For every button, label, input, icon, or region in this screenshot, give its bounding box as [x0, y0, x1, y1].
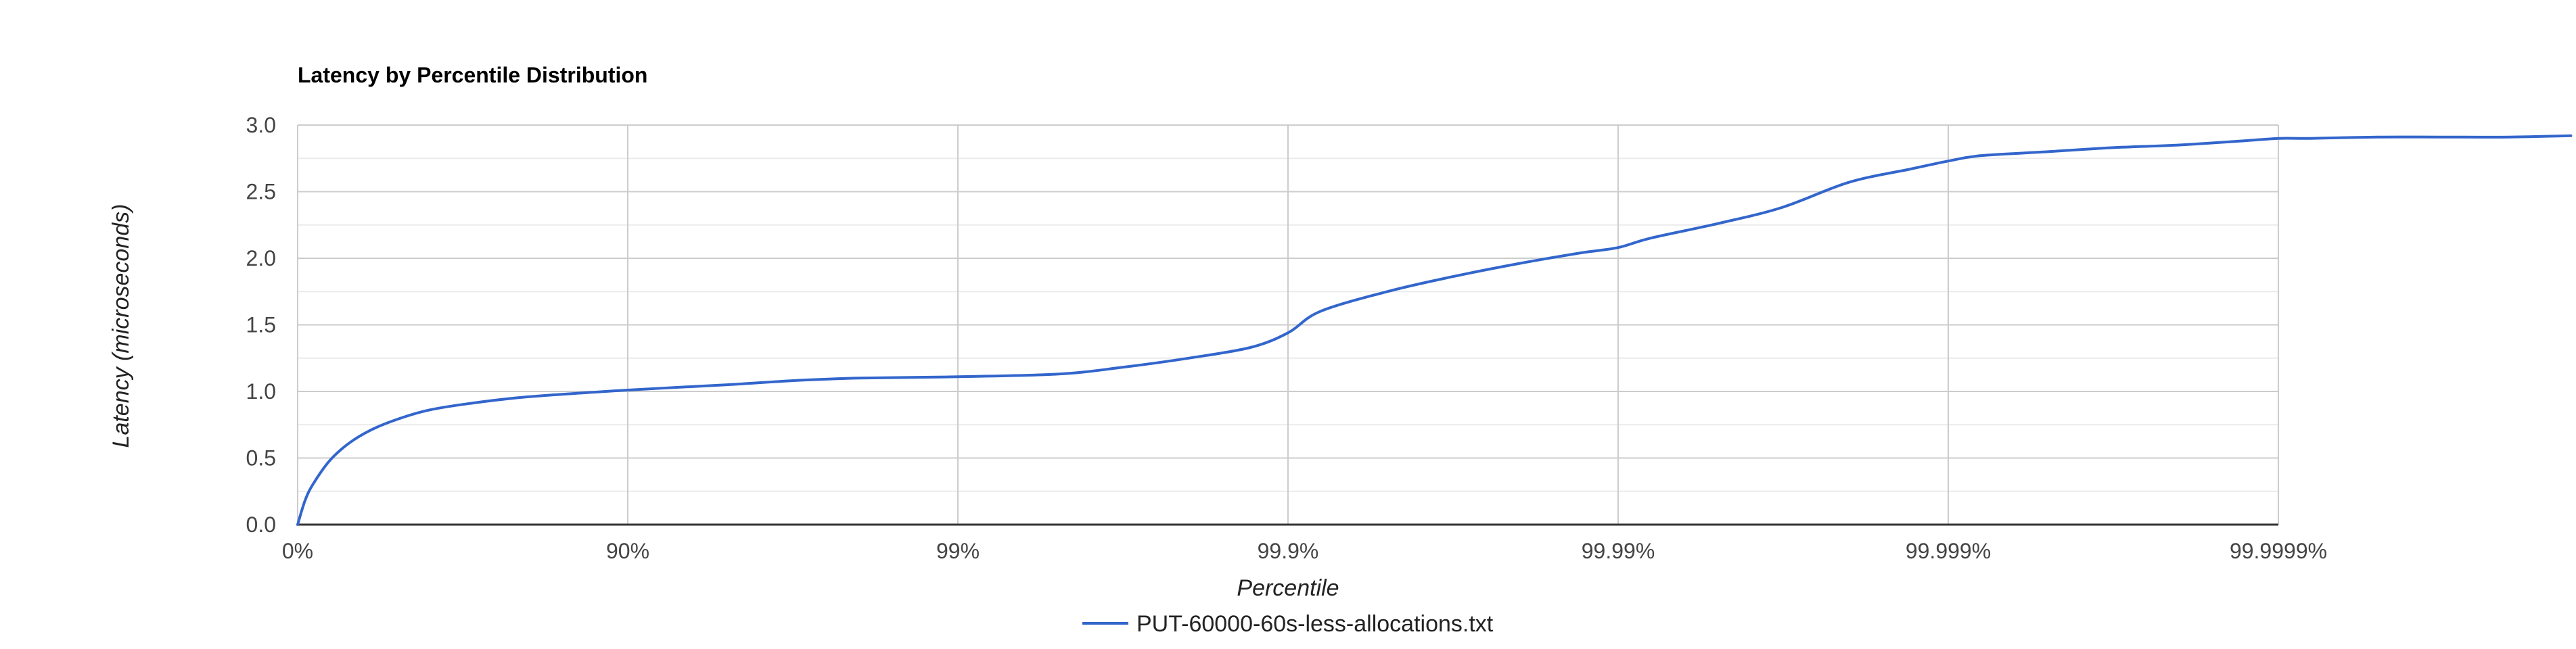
- x-tick-label: 99.9999%: [2230, 539, 2327, 563]
- grid: [297, 124, 2279, 525]
- y-tick-label: 2.0: [246, 246, 276, 270]
- series-line: [296, 134, 2573, 526]
- legend[interactable]: PUT-60000-60s-less-allocations.txt: [1082, 611, 1494, 637]
- x-axis-title: Percentile: [1237, 575, 1339, 601]
- y-axis-title: Latency (microseconds): [108, 204, 134, 448]
- x-tick-label: 99.9%: [1258, 539, 1319, 563]
- y-tick-label: 1.0: [246, 379, 276, 404]
- y-axis: 0.0 0.5 1.0 1.5 2.0 2.5 3.0: [246, 113, 276, 537]
- x-tick-label: 99.99%: [1582, 539, 1655, 563]
- x-tick-label: 90%: [606, 539, 649, 563]
- x-axis: 0% 90% 99% 99.9% 99.99% 99.999% 99.9999%: [282, 523, 2327, 563]
- y-tick-label: 0.5: [246, 446, 276, 471]
- x-tick-label: 0%: [282, 539, 313, 563]
- y-tick-label: 1.5: [246, 313, 276, 337]
- chart-title: Latency by Percentile Distribution: [298, 63, 647, 87]
- series-layer: [296, 134, 2573, 526]
- x-tick-label: 99.999%: [1906, 539, 1991, 563]
- y-tick-label: 0.0: [246, 512, 276, 537]
- y-tick-label: 3.0: [246, 113, 276, 137]
- y-tick-label: 2.5: [246, 180, 276, 204]
- x-tick-label: 99%: [936, 539, 980, 563]
- legend-label: PUT-60000-60s-less-allocations.txt: [1136, 611, 1494, 637]
